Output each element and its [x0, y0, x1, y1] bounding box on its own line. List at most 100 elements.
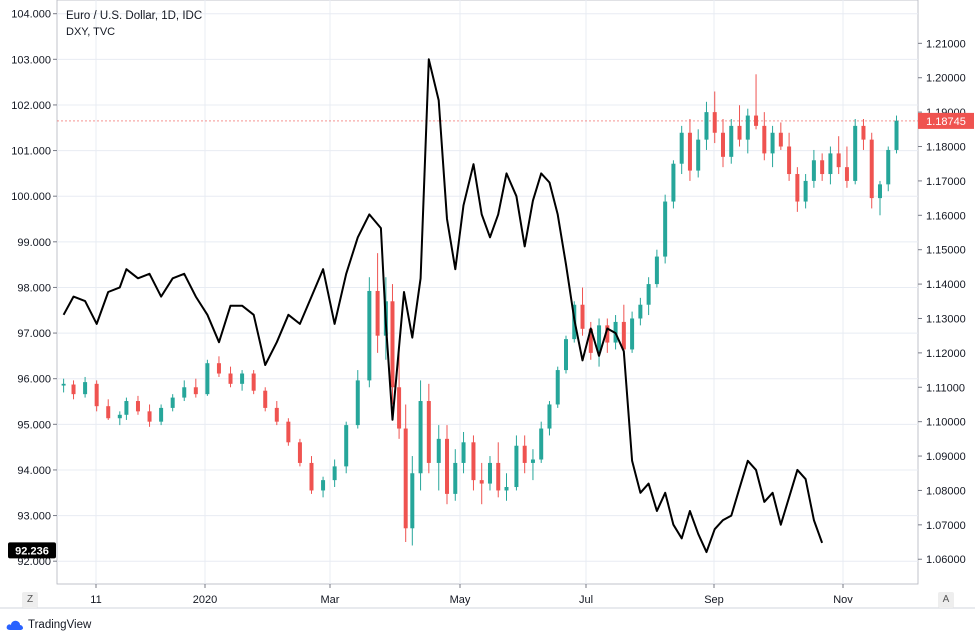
time-axis[interactable]: 11 2020 Mar May Jul Sep Nov — [90, 584, 853, 606]
candle-body — [251, 373, 256, 391]
candle-body — [193, 387, 198, 395]
candle-body — [445, 438, 450, 494]
candle-body — [704, 112, 709, 140]
candle-body — [580, 304, 585, 329]
candle-body — [654, 256, 659, 285]
candle — [367, 277, 372, 388]
right-tick-label: 1.20000 — [926, 73, 966, 85]
candle — [671, 160, 676, 209]
candle — [286, 418, 291, 446]
candle — [471, 435, 476, 491]
left-price-axis[interactable]: 92.000 93.000 94.000 95.000 96.000 97.000 98.0… — [8, 9, 57, 569]
candle — [605, 318, 610, 353]
candle-body — [787, 146, 792, 175]
candle — [297, 438, 302, 467]
candle — [886, 146, 891, 192]
auto-scale-right-button[interactable]: A — [938, 592, 954, 608]
candle-body — [712, 112, 717, 133]
time-tick-label: Jul — [579, 594, 593, 606]
symbol-title[interactable]: Euro / U.S. Dollar, 1D, IDC — [66, 10, 203, 22]
candle — [355, 370, 360, 429]
candle-body — [117, 414, 122, 419]
candle — [240, 370, 245, 391]
candle-body — [375, 290, 380, 336]
time-tick-label: May — [450, 594, 471, 606]
candle-body — [205, 363, 210, 395]
time-tick-label: Mar — [321, 594, 340, 606]
candle-body — [729, 125, 734, 157]
eurusd-last-value-bg — [918, 112, 974, 129]
candle — [762, 112, 767, 161]
candle — [853, 119, 858, 185]
candle-body — [159, 407, 164, 422]
candle — [828, 146, 833, 185]
candle-body — [228, 373, 233, 384]
candle-body — [504, 487, 509, 491]
overlay-label[interactable]: DXY, TVC — [66, 26, 116, 38]
right-tick-label: 1.08000 — [926, 485, 966, 497]
candle — [770, 125, 775, 168]
candle — [630, 311, 635, 353]
candle — [461, 431, 466, 474]
candle-body — [894, 120, 899, 150]
candle-body — [555, 370, 560, 405]
candle-body — [646, 284, 651, 305]
candle-body — [135, 401, 140, 412]
candle — [687, 119, 692, 181]
candle-body — [745, 115, 750, 140]
candle-body — [836, 153, 841, 168]
right-price-axis[interactable]: 1.06000 1.07000 1.08000 1.09000 1.10000 1.110… — [918, 38, 974, 566]
auto-scale-left-button[interactable]: Z — [22, 592, 38, 608]
candle — [638, 297, 643, 326]
right-tick-label: 1.06000 — [926, 554, 966, 566]
dxy-last-value-label: 92.236 — [15, 545, 49, 557]
candle — [487, 456, 492, 491]
dxy-line — [62, 58, 824, 554]
candle-body — [182, 387, 187, 398]
candle-body — [321, 480, 326, 491]
left-tick-label: 92.000 — [17, 556, 51, 568]
left-tick-label: 94.000 — [17, 465, 51, 477]
dxy-last-value-bg — [8, 542, 56, 559]
candle-body — [762, 125, 767, 154]
dxy-last-value-tag: 92.236 — [8, 542, 56, 559]
candle — [597, 318, 602, 367]
candle-body — [844, 167, 849, 181]
right-tick-label: 1.18000 — [926, 142, 966, 154]
candle — [787, 132, 792, 181]
candle-body — [403, 428, 408, 529]
candle — [877, 180, 882, 216]
left-tick-label: 99.000 — [17, 237, 51, 249]
candle — [679, 125, 684, 175]
candle-body — [496, 462, 501, 491]
candle-body — [630, 318, 635, 350]
candle — [754, 74, 759, 130]
candle-body — [471, 442, 476, 481]
candle — [737, 105, 742, 147]
candle-body — [71, 384, 76, 395]
candle — [496, 442, 501, 498]
candle — [397, 342, 402, 439]
candle — [745, 108, 750, 154]
candle — [418, 380, 423, 491]
candle-body — [274, 407, 279, 422]
candle — [205, 359, 210, 396]
candle-body — [426, 401, 431, 463]
right-tick-label: 1.14000 — [926, 279, 966, 291]
plot-frame — [56, 0, 919, 585]
eurusd-last-value-tag: 1.18745 — [918, 112, 974, 129]
candle-body — [418, 401, 423, 474]
candle — [410, 456, 415, 546]
candle — [403, 404, 408, 543]
candle-body — [410, 473, 415, 529]
left-tick-label: 100.000 — [11, 191, 51, 203]
candle — [729, 119, 734, 164]
candle-body — [530, 459, 535, 463]
candle — [263, 387, 268, 412]
candle — [147, 404, 152, 427]
candle — [344, 421, 349, 474]
candle — [539, 421, 544, 463]
tradingview-logo[interactable]: TradingView — [6, 619, 91, 631]
candle — [504, 473, 509, 501]
candle-body — [355, 380, 360, 426]
